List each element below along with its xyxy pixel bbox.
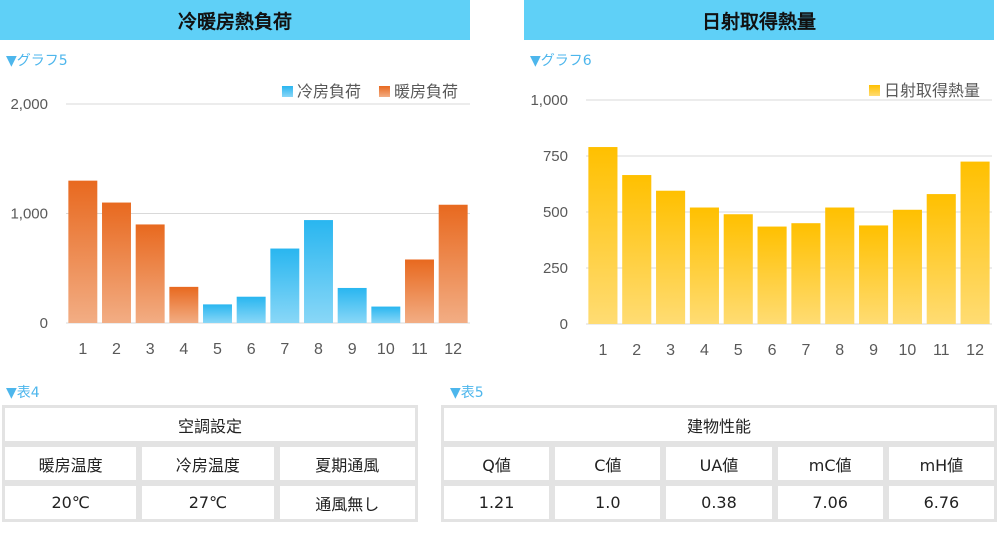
y-tick-label: 2,000 <box>10 96 48 113</box>
graph6-tag: ▼グラフ6 <box>530 53 592 69</box>
x-tick-label: 12 <box>966 342 984 359</box>
bar <box>757 226 787 324</box>
x-tick-label: 5 <box>734 342 743 359</box>
x-tick-label: 10 <box>899 342 917 359</box>
x-tick-label: 4 <box>179 341 188 358</box>
x-tick-label: 4 <box>700 342 709 359</box>
bar <box>405 259 434 323</box>
x-tick-label: 3 <box>146 341 155 358</box>
table4-header-cell: 暖房温度 <box>2 444 140 483</box>
bar <box>825 207 855 324</box>
table4-value-cell: 20℃ <box>2 483 140 522</box>
y-tick-label: 1,000 <box>10 206 48 223</box>
bar <box>588 147 618 324</box>
x-tick-label: 12 <box>444 341 462 358</box>
table5-value-cell: 0.38 <box>663 483 775 522</box>
x-tick-label: 8 <box>835 342 844 359</box>
bar <box>337 287 367 323</box>
x-tick-label: 10 <box>377 341 395 358</box>
bar <box>203 304 232 323</box>
legend-label: 冷房負荷 <box>297 83 361 101</box>
bar <box>960 161 990 324</box>
x-tick-label: 7 <box>801 342 810 359</box>
bar <box>723 214 753 324</box>
x-tick-label: 11 <box>933 342 950 359</box>
bar <box>102 202 131 323</box>
legend-label: 暖房負荷 <box>394 83 458 101</box>
table5-tag: ▼表5 <box>450 385 484 401</box>
y-tick-label: 0 <box>560 316 568 333</box>
table5-header-cell: C値 <box>552 444 664 483</box>
table4-value-cell: 通風無し <box>276 483 418 522</box>
table5-header-cell: mH値 <box>885 444 997 483</box>
table5-header-cell: UA値 <box>663 444 775 483</box>
y-tick-label: 250 <box>543 260 568 277</box>
legend-swatch <box>378 86 390 97</box>
bar <box>169 286 199 323</box>
legend-label: 日射取得熱量 <box>884 82 980 100</box>
bar <box>371 306 401 323</box>
x-tick-label: 6 <box>768 342 777 359</box>
bar <box>270 248 300 323</box>
x-tick-label: 11 <box>411 341 428 358</box>
table4-header-cell: 冷房温度 <box>139 444 277 483</box>
table5-value-cell: 1.21 <box>441 483 553 522</box>
x-tick-label: 1 <box>598 342 607 359</box>
y-tick-label: 500 <box>543 204 568 221</box>
bar <box>689 207 719 324</box>
legend-swatch <box>281 86 293 97</box>
x-tick-label: 2 <box>112 341 121 358</box>
x-tick-label: 2 <box>632 342 641 359</box>
table5-value-cell: 6.76 <box>885 483 997 522</box>
y-tick-label: 0 <box>40 315 48 332</box>
x-tick-label: 8 <box>314 341 323 358</box>
bar <box>622 175 652 324</box>
bar <box>859 225 889 324</box>
bar <box>236 296 266 323</box>
bar <box>656 190 686 324</box>
table4-tag: ▼表4 <box>6 385 40 401</box>
bar <box>926 194 956 324</box>
bar <box>304 220 333 323</box>
left-panel-title: 冷暖房熱負荷 <box>0 0 470 40</box>
table5-header-cell: mC値 <box>774 444 886 483</box>
bar <box>438 204 468 323</box>
y-tick-label: 1,000 <box>530 92 568 109</box>
x-tick-label: 5 <box>213 341 222 358</box>
bar <box>135 224 165 323</box>
right-panel-title: 日射取得熱量 <box>524 0 994 40</box>
x-tick-label: 9 <box>348 341 357 358</box>
bar <box>892 209 922 324</box>
x-tick-label: 6 <box>247 341 256 358</box>
x-tick-label: 1 <box>78 341 87 358</box>
graph5-tag: ▼グラフ5 <box>6 53 68 69</box>
x-tick-label: 7 <box>280 341 289 358</box>
table5-value-cell: 1.0 <box>552 483 664 522</box>
left-panel-title-text: 冷暖房熱負荷 <box>177 10 292 33</box>
table4-title: 空調設定 <box>2 405 418 444</box>
bar <box>68 180 98 323</box>
table5-header-cell: Q値 <box>441 444 553 483</box>
right-panel-title-text: 日射取得熱量 <box>701 10 816 33</box>
x-tick-label: 3 <box>666 342 675 359</box>
building-performance-table: 建物性能 Q値 C値 UA値 mC値 mH値 1.21 1.0 0.38 7.0… <box>441 405 997 522</box>
table5-title: 建物性能 <box>441 405 997 444</box>
air-conditioning-settings-table: 空調設定 暖房温度 冷房温度 夏期通風 20℃ 27℃ 通風無し <box>2 405 418 522</box>
x-tick-label: 9 <box>869 342 878 359</box>
table4-header-cell: 夏期通風 <box>276 444 418 483</box>
table5-value-cell: 7.06 <box>774 483 886 522</box>
table4-value-cell: 27℃ <box>139 483 277 522</box>
y-tick-label: 750 <box>543 148 568 165</box>
legend-swatch <box>868 85 880 96</box>
bar <box>791 223 821 324</box>
